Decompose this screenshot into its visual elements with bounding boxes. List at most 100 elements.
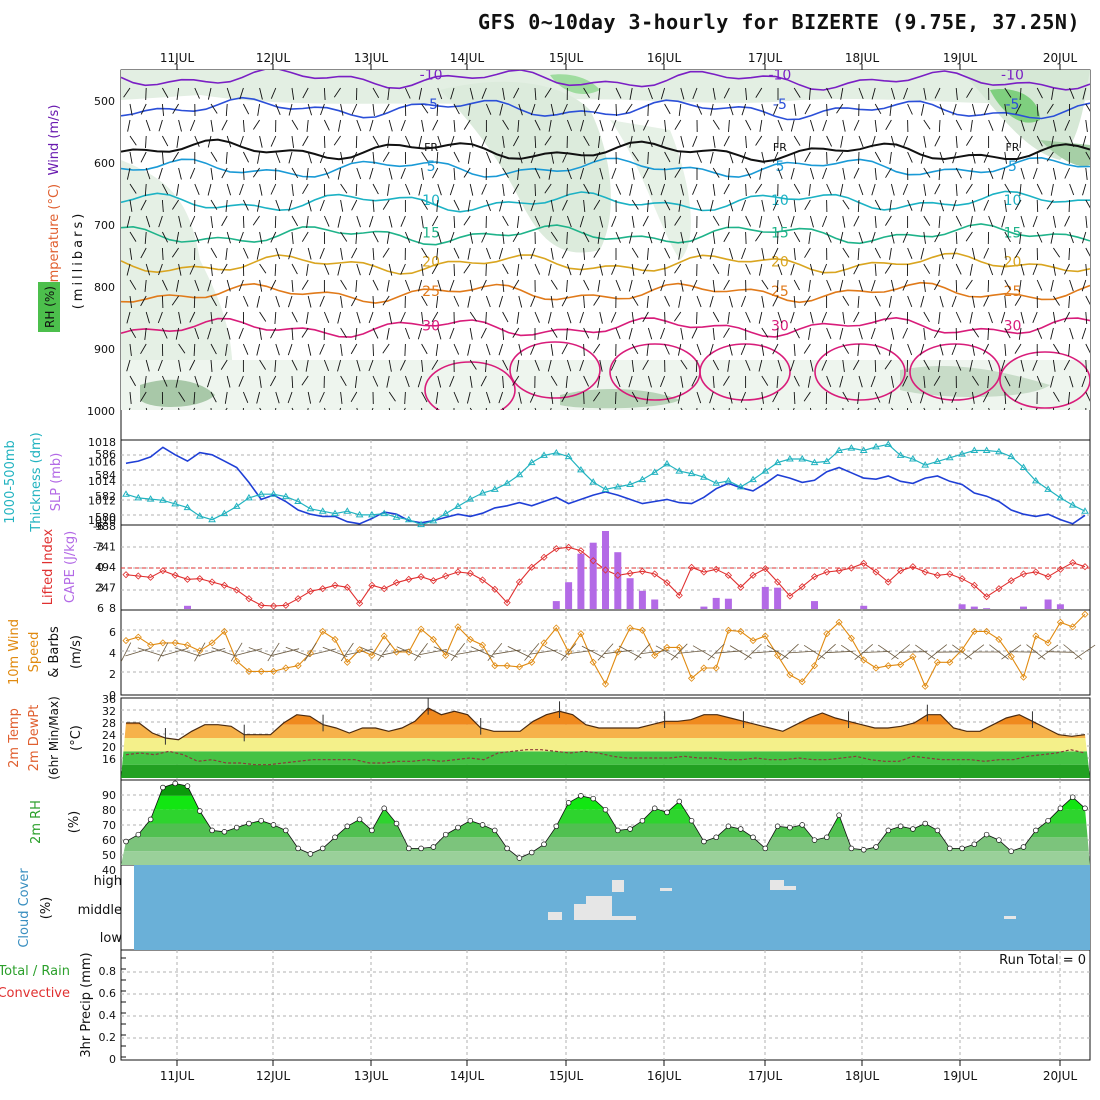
wind-barb [906,359,909,373]
cape-bar [651,599,659,609]
wind-barb [178,391,186,402]
wind10-barb [174,647,201,657]
wind-barb [302,424,308,433]
wind-barb [939,407,941,410]
wind-barb [1004,391,1007,405]
wind-barb [292,424,293,436]
wind-barb [1052,263,1056,276]
rh2m-point [664,809,670,816]
wind-barb [983,247,990,259]
upper-tick-label: 900 [94,343,115,356]
lifted-index-point [712,565,720,573]
temp-band [121,711,1090,725]
slp-tick-label: 1018 [88,436,116,449]
wind-barb [1020,167,1025,180]
wind-barb [189,215,196,227]
wind-barb [642,263,649,275]
wind-barb [934,279,941,291]
thickness-point [613,482,622,490]
wind-barb [466,391,471,404]
wind-barb [1085,215,1088,228]
wind-barb [955,231,958,245]
rh2m-point [1057,805,1064,812]
wind-barb [210,311,213,324]
wind-barb [777,424,778,436]
wind-barb [195,424,199,435]
wind-barb [550,295,554,308]
rh2m-point [319,845,326,852]
wind-barb [468,103,471,116]
isotherm-label: 5 [427,159,436,175]
lifted-index-point [147,573,155,581]
wind-barb [417,327,423,340]
wind-barb [421,103,429,114]
wind10-barb [346,648,374,656]
wind-barb [547,311,552,324]
wind10-barb [487,643,503,661]
wind-barb [340,327,347,338]
wind-barb [966,87,973,98]
wind-barb [350,391,358,403]
wind-barb [952,199,957,212]
wind10-point [663,643,671,651]
wind-barb [599,215,604,228]
wind-barb [793,295,796,308]
wind-barb [951,247,957,260]
wind-barb [826,135,833,147]
wind-barb [140,103,147,115]
wind10-point [1032,632,1040,640]
thickness-point [331,509,339,517]
wind-barb [340,375,347,387]
contour-30 [699,343,791,401]
lifted-index-point [515,578,524,586]
wind-barb [955,215,962,227]
wind-barb [418,135,423,148]
wind10-point [675,643,683,651]
wind10-barb [198,648,226,656]
wind-barb [889,151,892,164]
wind-barb [664,247,671,259]
wind-barb [647,151,649,165]
wind-barb [1053,391,1060,402]
wind-barb [372,103,375,116]
wind-barb [615,279,621,291]
wind-barb [723,183,730,195]
wind-barb [842,199,850,210]
wind-barb [502,311,509,323]
wind-barb [126,167,131,180]
wind-barb [256,343,261,356]
wind-barb [340,391,343,404]
wind-barb [355,135,358,149]
wind-barb [140,247,147,259]
wind-barb [610,359,617,371]
wind-barb [728,295,733,308]
wind-barb [306,215,309,228]
wind-barb [305,311,309,324]
rh2m-point [651,805,658,812]
wind-barb [597,327,601,340]
wind-barb [161,247,164,261]
wind-barb [1020,359,1025,372]
wind-barb [1036,279,1043,291]
thickness-point [822,457,831,464]
wind-barb [593,295,601,306]
wind-barb [971,343,975,356]
wind-barb [1019,183,1022,196]
wind-barb [583,279,590,291]
wind10-barb [707,643,725,661]
wind-barb [189,119,196,131]
wind-barb [1015,199,1022,211]
wind-barb [502,167,509,178]
wind-barb [485,311,487,325]
rh2m-point [860,847,867,853]
wind-barb [745,119,752,131]
wind-barb [826,279,832,291]
wind-barb [400,263,406,275]
rh2m-point [135,831,142,838]
wind-barb [664,167,667,180]
wind-barb [566,119,573,132]
wind10-tick-label: 4 [109,647,116,660]
lifted-index-point [552,545,560,553]
wind-barb [1032,311,1038,323]
lifted-index-point [958,575,966,583]
